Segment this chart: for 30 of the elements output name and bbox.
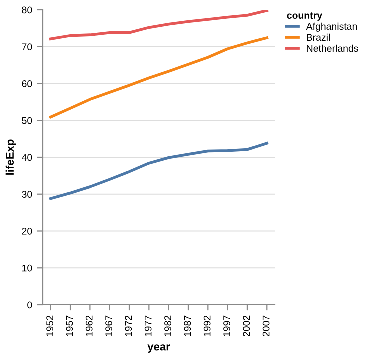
x-tick-label: 1967 xyxy=(106,316,112,336)
legend-label: Netherlands xyxy=(307,44,358,52)
x-tick-label: 1987 xyxy=(184,316,192,336)
y-axis-title: lifeExp xyxy=(6,140,16,175)
y-tick-label: 50 xyxy=(22,117,32,124)
x-tick-label: 1992 xyxy=(204,316,211,336)
legend-title: country xyxy=(287,12,322,21)
y-tick-label: 70 xyxy=(22,44,32,50)
y-tick-label: 20 xyxy=(22,228,32,235)
x-tick-label: 2002 xyxy=(243,316,250,337)
y-tick-label: 40 xyxy=(22,154,32,162)
x-tick-label: 2007 xyxy=(262,316,270,337)
x-tick-label: 1977 xyxy=(144,316,152,336)
y-tick-label: 0 xyxy=(28,302,32,309)
x-tick-label: 1982 xyxy=(164,316,172,336)
y-tick-label: 80 xyxy=(22,6,32,14)
x-tick-label: 1997 xyxy=(224,316,230,336)
x-tick-label: 1952 xyxy=(46,316,54,336)
y-tick-label: 30 xyxy=(22,191,32,198)
x-axis-title: year xyxy=(148,344,170,353)
x-tick-label: 1972 xyxy=(125,316,132,336)
legend-label: Brazil xyxy=(307,34,330,42)
x-tick-label: 1957 xyxy=(66,316,74,336)
line-series xyxy=(49,10,269,41)
legend-label: Afghanistan xyxy=(306,22,358,32)
line-series xyxy=(49,142,269,200)
line-series xyxy=(49,36,269,119)
x-tick-label: 1962 xyxy=(86,316,93,336)
y-tick-label: 10 xyxy=(22,264,32,272)
y-tick-label: 60 xyxy=(22,80,32,88)
